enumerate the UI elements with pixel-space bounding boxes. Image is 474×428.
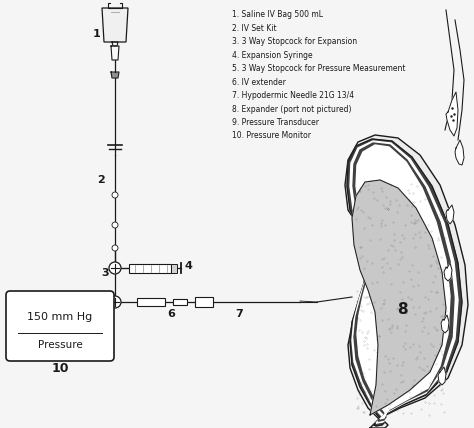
Text: 7: 7 [235,309,243,319]
Text: 5: 5 [105,311,113,321]
Polygon shape [347,139,462,426]
Circle shape [112,245,118,251]
Text: 5. 3 Way Stopcock for Pressure Measurement: 5. 3 Way Stopcock for Pressure Measureme… [232,64,405,73]
Text: 9: 9 [31,293,39,303]
Text: 6. IV extender: 6. IV extender [232,77,286,86]
Text: 3: 3 [101,268,109,278]
Circle shape [112,222,118,228]
Circle shape [112,192,118,198]
Text: 1: 1 [93,29,101,39]
Text: 10: 10 [51,363,69,375]
Bar [51,297,73,307]
Polygon shape [352,180,446,415]
Text: 10. Pressure Monitor: 10. Pressure Monitor [232,131,311,140]
Polygon shape [345,135,468,428]
Polygon shape [350,141,458,423]
Text: 8: 8 [397,303,407,318]
Text: 1. Saline IV Bag 500 mL: 1. Saline IV Bag 500 mL [232,10,323,19]
Text: Pressure: Pressure [37,340,82,350]
Text: 7. Hypodermic Needle 21G 13/4: 7. Hypodermic Needle 21G 13/4 [232,91,354,100]
Circle shape [39,308,47,316]
Circle shape [109,262,121,274]
Text: 8. Expander (port not pictured): 8. Expander (port not pictured) [232,104,352,113]
Text: 6: 6 [167,309,175,319]
Text: 9. Pressure Transducer: 9. Pressure Transducer [232,118,319,127]
Bar [195,297,213,307]
Polygon shape [353,143,454,421]
Text: 4: 4 [185,261,193,271]
Polygon shape [446,92,458,136]
Bar [171,264,177,273]
Polygon shape [112,47,118,59]
Polygon shape [438,367,446,385]
Polygon shape [444,263,452,281]
FancyBboxPatch shape [6,291,114,361]
Bar [129,264,171,273]
Text: 2: 2 [97,175,105,185]
Bar [173,299,187,305]
Polygon shape [446,205,454,224]
Polygon shape [441,315,449,333]
Polygon shape [455,140,464,165]
Text: 3. 3 Way Stopcock for Expansion: 3. 3 Way Stopcock for Expansion [232,37,357,46]
Text: 2. IV Set Kit: 2. IV Set Kit [232,24,277,33]
Polygon shape [356,145,450,419]
Text: 4. Expansion Syringe: 4. Expansion Syringe [232,51,313,59]
Polygon shape [102,8,128,42]
Bar [137,298,165,306]
Circle shape [109,296,121,308]
Polygon shape [112,73,118,77]
Text: 150 mm Hg: 150 mm Hg [27,312,92,322]
